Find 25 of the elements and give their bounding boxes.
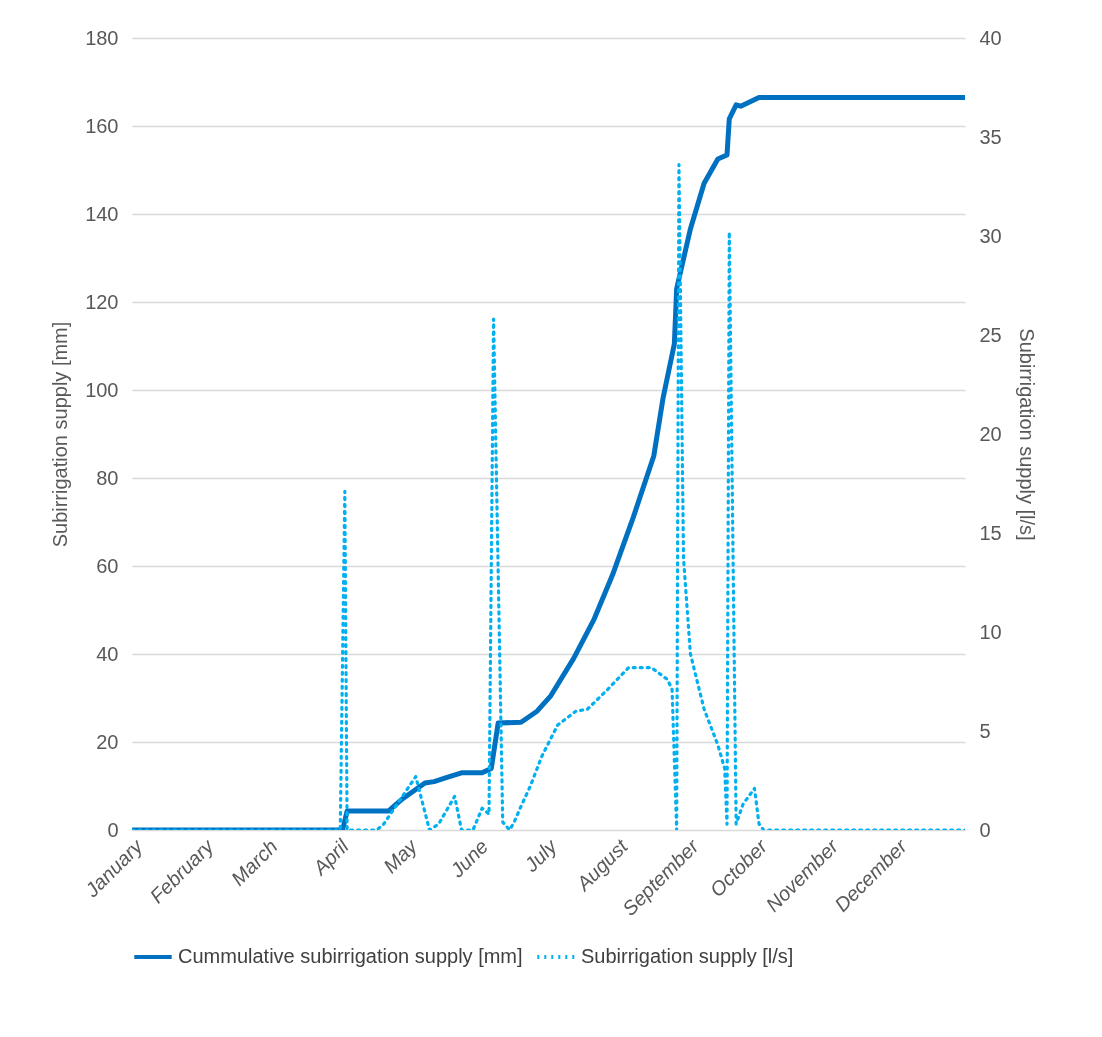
y-tick-label: 120 — [85, 290, 119, 313]
y-tick-label: 100 — [85, 378, 119, 401]
y-tick-label: 140 — [85, 202, 119, 225]
y2-tick-label: 30 — [979, 224, 1002, 247]
y-tick-label: 60 — [96, 554, 119, 577]
legend-label: Subirrigation supply [l/s] — [581, 945, 794, 967]
y2-axis-title: Subirrigation supply [l/s] — [1015, 328, 1038, 541]
y2-tick-label: 20 — [979, 422, 1002, 445]
y-tick-label: 0 — [107, 818, 119, 841]
y-axis-title: Subirrigation supply [mm] — [49, 321, 72, 548]
y2-tick-label: 25 — [979, 323, 1002, 346]
y-tick-label: 40 — [96, 642, 119, 665]
y2-tick-label: 0 — [979, 818, 991, 841]
y2-tick-label: 40 — [979, 26, 1002, 49]
y2-tick-label: 10 — [979, 620, 1002, 643]
y-tick-label: 160 — [85, 114, 119, 137]
x-tick-label: May — [378, 834, 422, 878]
y2-tick-label: 35 — [979, 125, 1002, 148]
y2-tick-label: 15 — [979, 521, 1002, 544]
y-tick-label: 20 — [96, 730, 119, 753]
legend-label: Cummulative subirrigation supply [mm] — [178, 945, 523, 967]
y-tick-label: 80 — [96, 466, 119, 489]
y2-tick-label: 5 — [979, 719, 991, 742]
x-tick-label: July — [519, 834, 562, 877]
y-tick-label: 180 — [85, 26, 119, 49]
